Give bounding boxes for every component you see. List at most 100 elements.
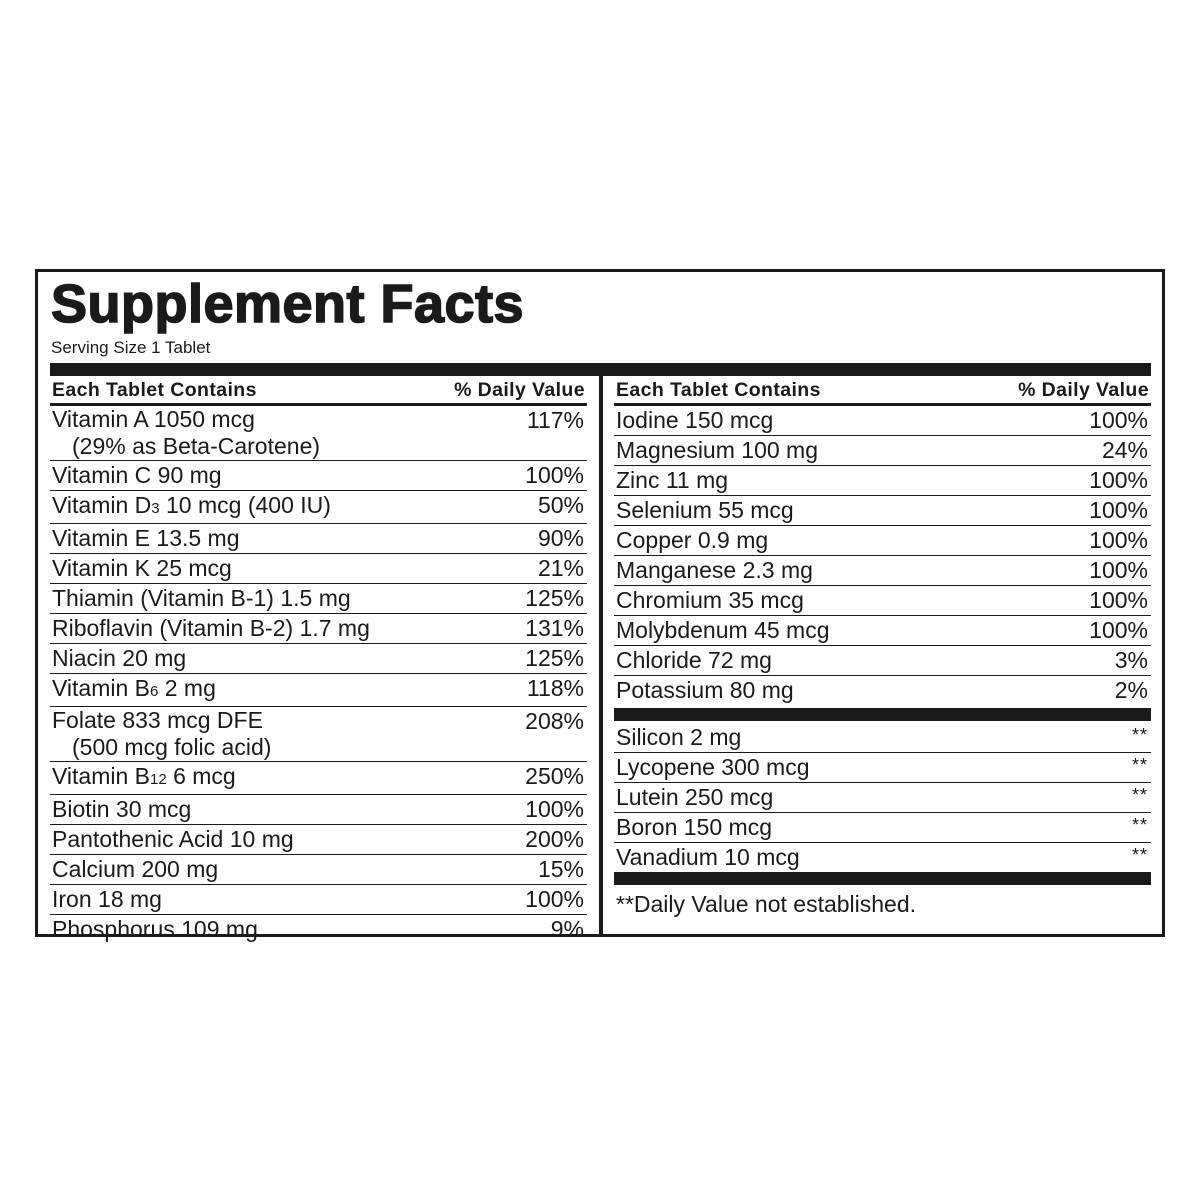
nutrient-name: Lutein 250 mcg — [616, 784, 774, 810]
daily-value-not-established: ** — [1131, 755, 1148, 775]
nutrient-row: Pantothenic Acid 10 mg 200% — [50, 825, 587, 855]
nutrient-row: Zinc 11 mg 100% — [614, 466, 1151, 496]
daily-value: 100% — [525, 796, 584, 822]
nutrient-name: Chromium 35 mcg — [616, 587, 804, 613]
daily-value: 100% — [1089, 527, 1148, 553]
serving-size: Serving Size 1 Tablet — [51, 338, 211, 357]
daily-value: 117% — [526, 407, 584, 433]
nutrient-detail: (29% as Beta-Carotene) — [72, 433, 321, 459]
daily-value: 50% — [537, 492, 584, 518]
nutrient-name: Vitamin B12 6 mcg — [52, 763, 236, 789]
nutrient-name: Silicon 2 mg — [616, 724, 742, 750]
nutrient-name: Vitamin A 1050 mcg — [52, 406, 255, 432]
daily-value: 118% — [526, 675, 584, 701]
daily-value-not-established: ** — [1131, 845, 1148, 865]
supplement-facts-panel: Supplement Facts Serving Size 1 Tablet E… — [35, 269, 1165, 942]
nutrient-row: Vitamin B6 2 mg 118% — [50, 674, 587, 707]
nutrient-name: Magnesium 100 mg — [616, 437, 818, 463]
nutrient-name: Copper 0.9 mg — [616, 527, 769, 553]
nutrient-name: Potassium 80 mg — [616, 677, 794, 703]
daily-value: 90% — [537, 525, 584, 551]
daily-value: 100% — [1089, 617, 1148, 643]
left-column: Each Tablet Contains % Daily Value Vitam… — [50, 376, 587, 944]
daily-value-not-established: ** — [1131, 785, 1148, 805]
daily-value: 9% — [550, 916, 584, 942]
bottom-thick-rule — [614, 872, 1151, 885]
nutrient-row: Phosphorus 109 mg 9% — [50, 915, 587, 944]
right-column-header: Each Tablet Contains % Daily Value — [614, 376, 1151, 406]
daily-value: 131% — [525, 615, 584, 641]
daily-value: 24% — [1101, 437, 1148, 463]
nutrient-name: Vitamin E 13.5 mg — [52, 525, 240, 551]
nutrient-row: Calcium 200 mg 15% — [50, 855, 587, 885]
nutrient-row: Molybdenum 45 mcg 100% — [614, 616, 1151, 646]
nutrient-name: Zinc 11 mg — [616, 467, 729, 493]
nutrient-name: Calcium 200 mg — [52, 856, 219, 882]
nutrient-row: Magnesium 100 mg 24% — [614, 436, 1151, 466]
nutrient-name: Vitamin C 90 mg — [52, 462, 222, 488]
daily-value: 100% — [1089, 467, 1148, 493]
nutrient-name: Boron 150 mcg — [616, 814, 772, 840]
nutrient-name: Vitamin K 25 mcg — [52, 555, 232, 581]
nutrient-row: Niacin 20 mg 125% — [50, 644, 587, 674]
daily-value-not-established: ** — [1131, 815, 1148, 835]
nutrient-name: Lycopene 300 mcg — [616, 754, 810, 780]
nutrient-row: Chromium 35 mcg 100% — [614, 586, 1151, 616]
nutrient-name: Iodine 150 mcg — [616, 407, 774, 433]
nutrient-row: Lutein 250 mcg ** — [614, 783, 1151, 813]
nutrient-row: Copper 0.9 mg 100% — [614, 526, 1151, 556]
header-each-tablet-contains: Each Tablet Contains — [616, 379, 821, 401]
nutrient-row: Folate 833 mcg DFE (500 mcg folic acid) … — [50, 707, 587, 762]
label-title: Supplement Facts — [50, 273, 525, 335]
nutrient-name: Phosphorus 109 mg — [52, 916, 258, 942]
daily-value: 125% — [525, 585, 584, 611]
footnote: **Daily Value not established. — [616, 891, 917, 917]
nutrient-row: Silicon 2 mg ** — [614, 723, 1151, 753]
nutrient-row: Boron 150 mcg ** — [614, 813, 1151, 843]
nutrient-row: Vitamin D3 10 mcg (400 IU) 50% — [50, 491, 587, 524]
nutrient-row: Vitamin A 1050 mcg (29% as Beta-Carotene… — [50, 406, 587, 461]
daily-value-not-established: ** — [1131, 725, 1148, 745]
nutrient-row: Selenium 55 mcg 100% — [614, 496, 1151, 526]
nutrient-name: Pantothenic Acid 10 mg — [52, 826, 294, 852]
left-column-header: Each Tablet Contains % Daily Value — [50, 376, 587, 406]
daily-value: 2% — [1114, 677, 1148, 703]
header-daily-value: % Daily Value — [1018, 379, 1149, 401]
daily-value: 100% — [525, 462, 584, 488]
nutrient-row: Lycopene 300 mcg ** — [614, 753, 1151, 783]
daily-value: 21% — [537, 555, 584, 581]
nutrient-row: Riboflavin (Vitamin B-2) 1.7 mg 131% — [50, 614, 587, 644]
column-divider — [599, 376, 603, 934]
nutrient-row: Vitamin K 25 mcg 21% — [50, 554, 587, 584]
daily-value: 15% — [537, 856, 584, 882]
nutrient-name: Folate 833 mcg DFE — [52, 707, 263, 733]
nutrient-row: Iron 18 mg 100% — [50, 885, 587, 915]
nutrient-name: Thiamin (Vitamin B-1) 1.5 mg — [52, 585, 351, 611]
daily-value: 100% — [1089, 587, 1148, 613]
nutrient-row: Manganese 2.3 mg 100% — [614, 556, 1151, 586]
section-thick-rule — [614, 708, 1151, 721]
nutrient-row: Vitamin C 90 mg 100% — [50, 461, 587, 491]
nutrient-row: Biotin 30 mcg 100% — [50, 795, 587, 825]
nutrient-name: Vitamin B6 2 mg — [52, 675, 216, 701]
nutrient-row: Thiamin (Vitamin B-1) 1.5 mg 125% — [50, 584, 587, 614]
nutrient-name: Molybdenum 45 mcg — [616, 617, 830, 643]
header-daily-value: % Daily Value — [454, 379, 585, 401]
daily-value: 125% — [525, 645, 584, 671]
nutrient-row: Vitamin B12 6 mcg 250% — [50, 762, 587, 795]
daily-value: 3% — [1114, 647, 1148, 673]
nutrient-row: Potassium 80 mg 2% — [614, 676, 1151, 705]
right-column: Each Tablet Contains % Daily Value Iodin… — [614, 376, 1151, 918]
nutrient-name: Chloride 72 mg — [616, 647, 772, 673]
daily-value: 100% — [1089, 557, 1148, 583]
nutrient-name: Vitamin D3 10 mcg (400 IU) — [52, 492, 331, 518]
header-each-tablet-contains: Each Tablet Contains — [52, 379, 257, 401]
daily-value: 200% — [525, 826, 584, 852]
daily-value: 250% — [525, 763, 584, 789]
top-thick-rule — [50, 363, 1151, 376]
daily-value: 208% — [525, 708, 584, 734]
nutrient-name: Selenium 55 mcg — [616, 497, 794, 523]
nutrient-row: Iodine 150 mcg 100% — [614, 406, 1151, 436]
nutrient-name: Manganese 2.3 mg — [616, 557, 813, 583]
nutrient-row: Vitamin E 13.5 mg 90% — [50, 524, 587, 554]
